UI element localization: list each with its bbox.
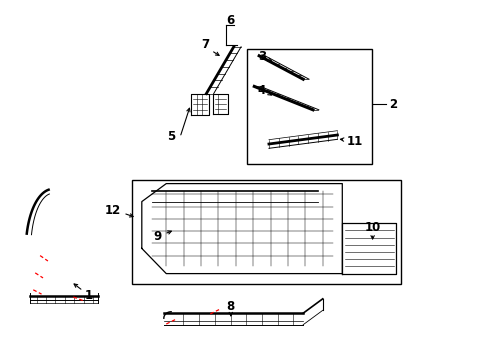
Text: 6: 6 xyxy=(226,14,234,27)
Text: 2: 2 xyxy=(388,98,396,111)
Text: 3: 3 xyxy=(258,50,265,63)
Text: 1: 1 xyxy=(85,289,93,302)
Text: 11: 11 xyxy=(346,135,363,148)
Text: 4: 4 xyxy=(257,84,265,97)
Text: 8: 8 xyxy=(226,300,234,313)
Bar xyxy=(132,180,400,284)
Text: 9: 9 xyxy=(153,230,161,243)
Bar xyxy=(246,49,371,164)
Text: 5: 5 xyxy=(167,130,175,143)
Text: 10: 10 xyxy=(364,221,380,234)
Text: 7: 7 xyxy=(201,39,209,51)
Text: 12: 12 xyxy=(104,204,121,217)
